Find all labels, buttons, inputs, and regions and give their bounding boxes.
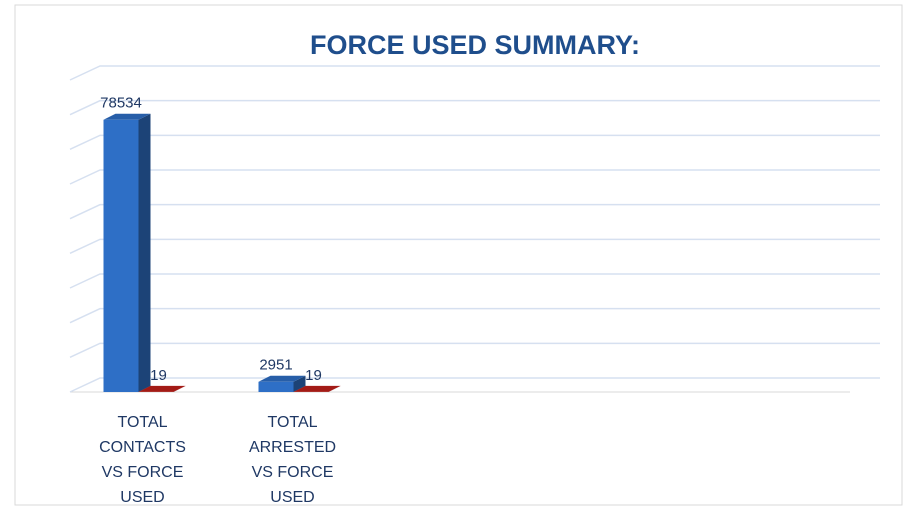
- grid-line: [69, 377, 880, 393]
- data-label: 19: [150, 367, 167, 384]
- chart-frame: [14, 4, 903, 506]
- grid-line: [69, 203, 880, 220]
- grid-line: [69, 134, 880, 151]
- data-label: 19: [305, 367, 322, 384]
- grid-line: [69, 307, 880, 324]
- bar: [258, 375, 306, 392]
- x-tick-label: TOTAL ARRESTED VS FORCE USED: [248, 414, 337, 506]
- grid-line: [69, 342, 880, 359]
- data-label: 78534: [100, 95, 142, 112]
- grid-line: [69, 99, 880, 116]
- grid-line: [69, 169, 880, 185]
- data-label: 2951: [259, 357, 292, 374]
- bar: [103, 113, 151, 392]
- grid-line: [69, 273, 880, 289]
- x-tick-label: TOTAL CONTACTS VS FORCE USED: [99, 414, 186, 506]
- grid-line: [69, 238, 880, 255]
- bar: [293, 385, 341, 392]
- chart-title: FORCE USED SUMMARY:: [310, 30, 640, 60]
- bar: [138, 385, 186, 392]
- grid-line: [69, 65, 880, 81]
